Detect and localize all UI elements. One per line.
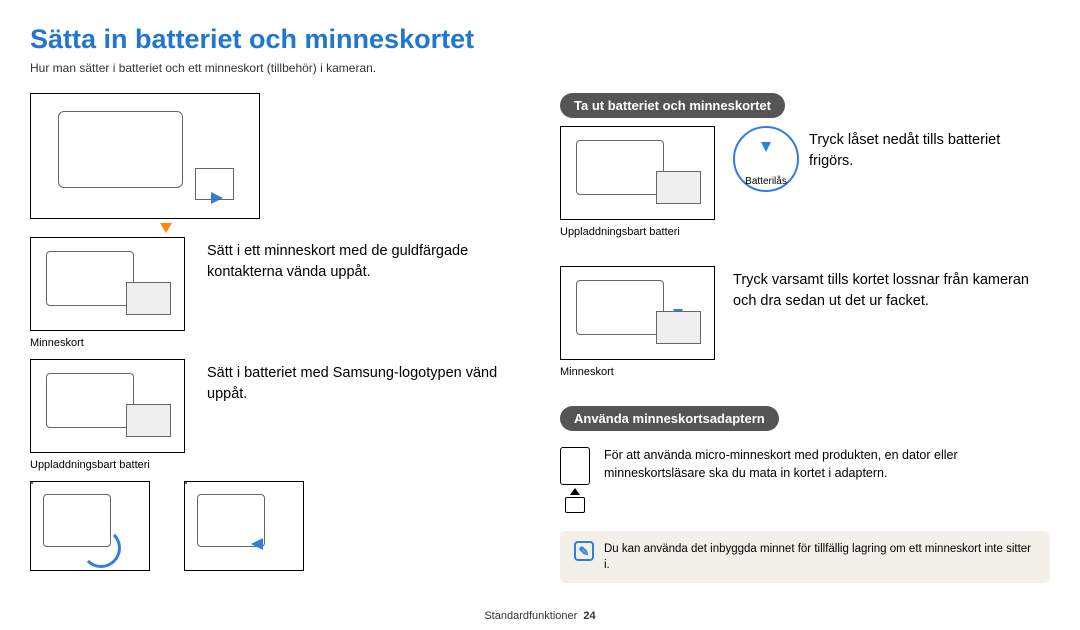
arrow-up-icon (149, 414, 159, 424)
adapter-illustration (560, 447, 590, 513)
remove-battery-caption: Uppladdningsbart batteri (560, 226, 715, 238)
arrow-up-icon (149, 292, 159, 302)
remove-memorycard-text: Tryck varsamt tills kortet lossnar från … (733, 266, 1050, 312)
page-title: Sätta in batteriet och minneskortet (30, 24, 1050, 55)
note-text: Du kan använda det inbyggda minnet för t… (604, 541, 1036, 573)
camera-open-illustration (30, 93, 260, 219)
close-cover-illustration-1 (30, 481, 150, 571)
arrow-down-icon (160, 223, 172, 233)
adapter-heading: Använda minneskortsadaptern (560, 406, 779, 431)
remove-battery-text: Tryck låset nedåt tills batteriet frigör… (809, 126, 1009, 172)
insert-battery-illustration (30, 359, 185, 453)
insert-battery-text: Sätt i batteriet med Samsung-logotypen v… (207, 359, 520, 405)
insert-memorycard-text: Sätt i ett minneskort med de guldfärgade… (207, 237, 520, 283)
info-icon: ✎ (574, 541, 594, 561)
battery-caption: Uppladdningsbart batteri (30, 459, 185, 471)
intro-text: Hur man sätter i batteriet och ett minne… (30, 61, 1050, 75)
memorycard-caption: Minneskort (30, 337, 185, 349)
note-box: ✎ Du kan använda det inbyggda minnet för… (560, 531, 1050, 583)
insert-memorycard-illustration (30, 237, 185, 331)
rotate-arrow-icon (81, 528, 121, 568)
arrow-left-icon (251, 538, 263, 550)
footer-section: Standardfunktioner (484, 610, 577, 622)
remove-battery-illustration (560, 126, 715, 220)
battery-lock-callout: Batterilås (733, 126, 799, 192)
page-footer: Standardfunktioner 24 (0, 610, 1080, 622)
right-column: Ta ut batteriet och minneskortet Uppladd… (560, 93, 1050, 583)
close-cover-illustration-2 (184, 481, 304, 571)
remove-heading: Ta ut batteriet och minneskortet (560, 93, 785, 118)
remove-memorycard-illustration (560, 266, 715, 360)
adapter-text: För att använda micro-minneskort med pro… (604, 447, 1050, 482)
arrow-down-icon (761, 142, 771, 152)
footer-page-number: 24 (583, 610, 595, 622)
arrow-down-icon (673, 309, 683, 319)
battery-lock-label: Batterilås (735, 176, 797, 187)
left-column: Minneskort Sätt i ett minneskort med de … (30, 93, 520, 583)
arrow-down-icon (679, 179, 689, 189)
remove-memorycard-caption: Minneskort (560, 366, 715, 378)
arrow-right-icon (211, 192, 223, 204)
